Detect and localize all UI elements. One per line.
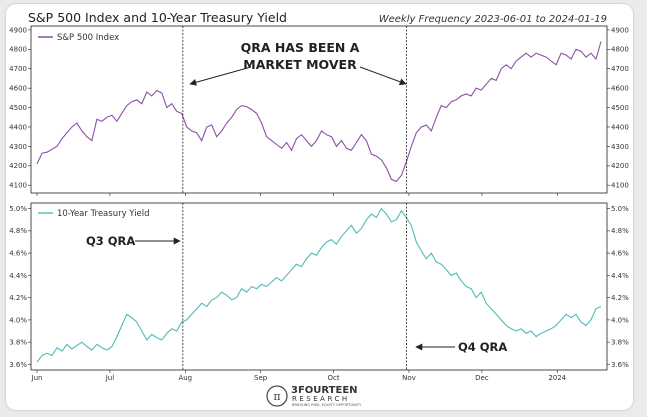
y-tick-label: 5.0% [9, 205, 27, 213]
y-tick-label: 3.6% [9, 361, 27, 369]
y-tick-label: 4.8% [611, 227, 629, 235]
spx-panel: 4100 4200 4300 4400 4500 4600 4700 4800 4900 410… [9, 25, 629, 194]
spx-y-ticks-left: 4100 4200 4300 4400 4500 4600 4700 4800 4900 [9, 26, 31, 190]
yield-legend-label: 10-Year Treasury Yield [57, 209, 150, 219]
brand-name-line2: RESEARCH [292, 395, 350, 403]
brand-tagline: BRIDGING RISK, EQUITY OPPORTUNITY [292, 403, 362, 407]
yield-y-ticks-left: 3.6% 3.8% 4.0% 4.2% 4.4% 4.6% 4.8% 5.0% [9, 205, 31, 369]
brand-pi-glyph: π [273, 390, 280, 403]
y-tick-label: 4500 [611, 104, 629, 112]
yield-series-line [36, 207, 602, 363]
y-tick-label: 4600 [9, 85, 27, 93]
y-tick-label: 4.4% [9, 272, 27, 280]
y-tick-label: 4.4% [611, 272, 629, 280]
y-tick-label: 4700 [611, 65, 629, 73]
spx-y-ticks-right: 4100 4200 4300 4400 4500 4600 4700 4800 4900 [607, 26, 629, 190]
y-tick-label: 4100 [9, 182, 27, 190]
y-tick-label: 4900 [611, 26, 629, 34]
x-tick-label: Aug [178, 374, 192, 382]
y-tick-label: 5.0% [611, 205, 629, 213]
x-axis-ticks: Jun Jul Aug Sep Oct Nov Dec 2024 [31, 193, 567, 382]
annotation-qra-line1: QRA HAS BEEN A [241, 40, 360, 55]
chart-card: S&P 500 Index and 10-Year Treasury Yield… [6, 4, 633, 410]
y-tick-label: 4200 [611, 162, 629, 170]
spx-frame [30, 25, 608, 194]
x-tick-label: Dec [475, 374, 489, 382]
spx-series-line [36, 41, 602, 182]
y-tick-label: 3.8% [9, 339, 27, 347]
y-tick-label: 4.0% [9, 316, 27, 324]
chart-title: S&P 500 Index and 10-Year Treasury Yield [28, 10, 287, 25]
y-tick-label: 4300 [9, 143, 27, 151]
y-tick-label: 4.6% [611, 250, 629, 258]
y-tick-label: 4600 [611, 85, 629, 93]
x-tick-label: Jun [31, 374, 43, 382]
y-tick-label: 4300 [611, 143, 629, 151]
yield-y-ticks-right: 3.6% 3.8% 4.0% 4.2% 4.4% 4.6% 4.8% 5.0% [607, 205, 629, 369]
y-tick-label: 4.6% [9, 250, 27, 258]
y-tick-label: 4800 [9, 46, 27, 54]
x-tick-label: Sep [254, 374, 268, 382]
y-tick-label: 4400 [9, 123, 27, 131]
brand-logo-icon [266, 385, 288, 407]
spx-legend-label: S&P 500 Index [57, 33, 119, 43]
brand-logo: π 3FOURTEEN RESEARCH BRIDGING RISK, EQUI… [266, 385, 362, 407]
annotation-q4-qra: Q4 QRA [458, 340, 507, 354]
x-tick-label: 2024 [548, 374, 566, 382]
x-tick-label: Nov [402, 374, 416, 382]
y-tick-label: 4800 [611, 46, 629, 54]
x-tick-label: Oct [328, 374, 340, 382]
y-tick-label: 4.2% [9, 294, 27, 302]
chart-svg: S&P 500 Index and 10-Year Treasury Yield… [9, 10, 629, 407]
annotation-qra-line2: MARKET MOVER [243, 57, 357, 72]
yield-panel: 3.6% 3.8% 4.0% 4.2% 4.4% 4.6% 4.8% 5.0% 3.6% 3.8… [9, 193, 629, 382]
y-tick-label: 4100 [611, 182, 629, 190]
annotation-arrow-q3-top [189, 66, 252, 86]
y-tick-label: 4.2% [611, 294, 629, 302]
y-tick-label: 4900 [9, 26, 27, 34]
annotation-q3-qra: Q3 QRA [86, 234, 135, 248]
y-tick-label: 4700 [9, 65, 27, 73]
brand-name-line1: 3FOURTEEN [291, 385, 358, 396]
y-tick-label: 4.8% [9, 227, 27, 235]
y-tick-label: 4500 [9, 104, 27, 112]
y-tick-label: 3.6% [611, 361, 629, 369]
x-tick-label: Jul [105, 374, 115, 382]
y-tick-label: 3.8% [611, 339, 629, 347]
yield-frame [30, 202, 608, 371]
chart-date-range: Weekly Frequency 2023-06-01 to 2024-01-1… [379, 14, 607, 25]
annotation-arrow-q4-top [359, 66, 407, 86]
y-tick-label: 4200 [9, 162, 27, 170]
y-tick-label: 4.0% [611, 316, 629, 324]
y-tick-label: 4400 [611, 123, 629, 131]
